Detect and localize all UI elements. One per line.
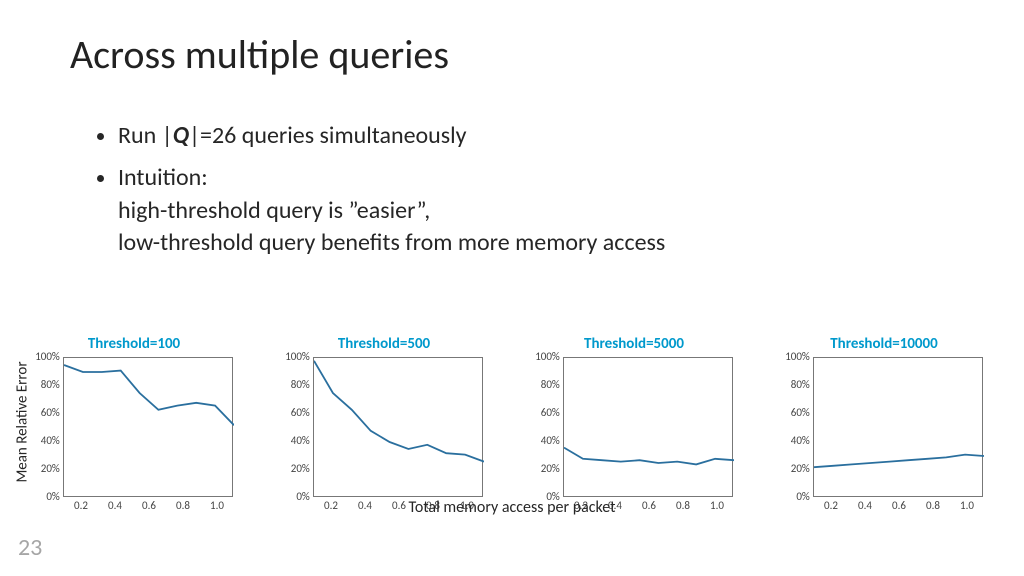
bullet-1-pre: Run |: [118, 121, 173, 150]
chart-title: Threshold=10000: [830, 335, 938, 353]
chart-panel: Threshold=10000100%80%60%40%20%0%0.20.40…: [784, 335, 984, 512]
y-axis-label: Mean Relative Error: [14, 361, 32, 482]
bullet-1-post: |=26 queries simultaneously: [189, 121, 467, 150]
y-ticks: 100%80%60%40%20%0%: [285, 357, 310, 497]
chart-title: Threshold=500: [338, 335, 430, 353]
line-plot: [314, 358, 484, 498]
y-ticks: 100%80%60%40%20%0%: [785, 357, 810, 497]
y-axis-label-wrap: Mean Relative Error: [12, 332, 34, 512]
plot-area: [313, 357, 483, 497]
chart-title: Threshold=100: [88, 335, 180, 353]
line-plot: [64, 358, 234, 498]
y-ticks: 100%80%60%40%20%0%: [535, 357, 560, 497]
chart-panel: Threshold=500100%80%60%40%20%0%0.20.40.6…: [284, 335, 484, 512]
slide: Across multiple queries Run |Q|=26 queri…: [0, 0, 1024, 576]
page-number: 23: [18, 533, 42, 562]
plot-wrap: 100%80%60%40%20%0%: [35, 357, 233, 497]
plot-wrap: 100%80%60%40%20%0%: [535, 357, 733, 497]
bullet-2: Intuition: high-threshold query is ”easi…: [118, 162, 665, 259]
plot-area: [813, 357, 983, 497]
bullet-1: Run |Q|=26 queries simultaneously: [118, 120, 665, 152]
line-plot: [814, 358, 984, 498]
plot-area: [63, 357, 233, 497]
plot-wrap: 100%80%60%40%20%0%: [285, 357, 483, 497]
y-ticks: 100%80%60%40%20%0%: [35, 357, 60, 497]
chart-panel: Threshold=100100%80%60%40%20%0%0.20.40.6…: [34, 335, 234, 512]
bullet-list: Run |Q|=26 queries simultaneously Intuit…: [90, 120, 665, 270]
bullet-2-line1: Intuition:: [118, 163, 208, 192]
plot-area: [563, 357, 733, 497]
chart-title: Threshold=5000: [584, 335, 684, 353]
bullet-2-line3: low-threshold query benefits from more m…: [118, 228, 665, 257]
line-plot: [564, 358, 734, 498]
bullet-1-q: Q: [173, 121, 189, 150]
plot-wrap: 100%80%60%40%20%0%: [785, 357, 983, 497]
x-axis-label: Total memory access per packet: [0, 498, 1024, 517]
page-title: Across multiple queries: [70, 30, 449, 79]
chart-row: Mean Relative Error Threshold=100 100%80%…: [12, 302, 1012, 512]
bullet-2-line2: high-threshold query is ”easier”,: [118, 196, 430, 225]
chart-panel: Threshold=5000100%80%60%40%20%0%0.20.40.…: [534, 335, 734, 512]
panels-container: Threshold=100100%80%60%40%20%0%0.20.40.6…: [34, 335, 1012, 512]
